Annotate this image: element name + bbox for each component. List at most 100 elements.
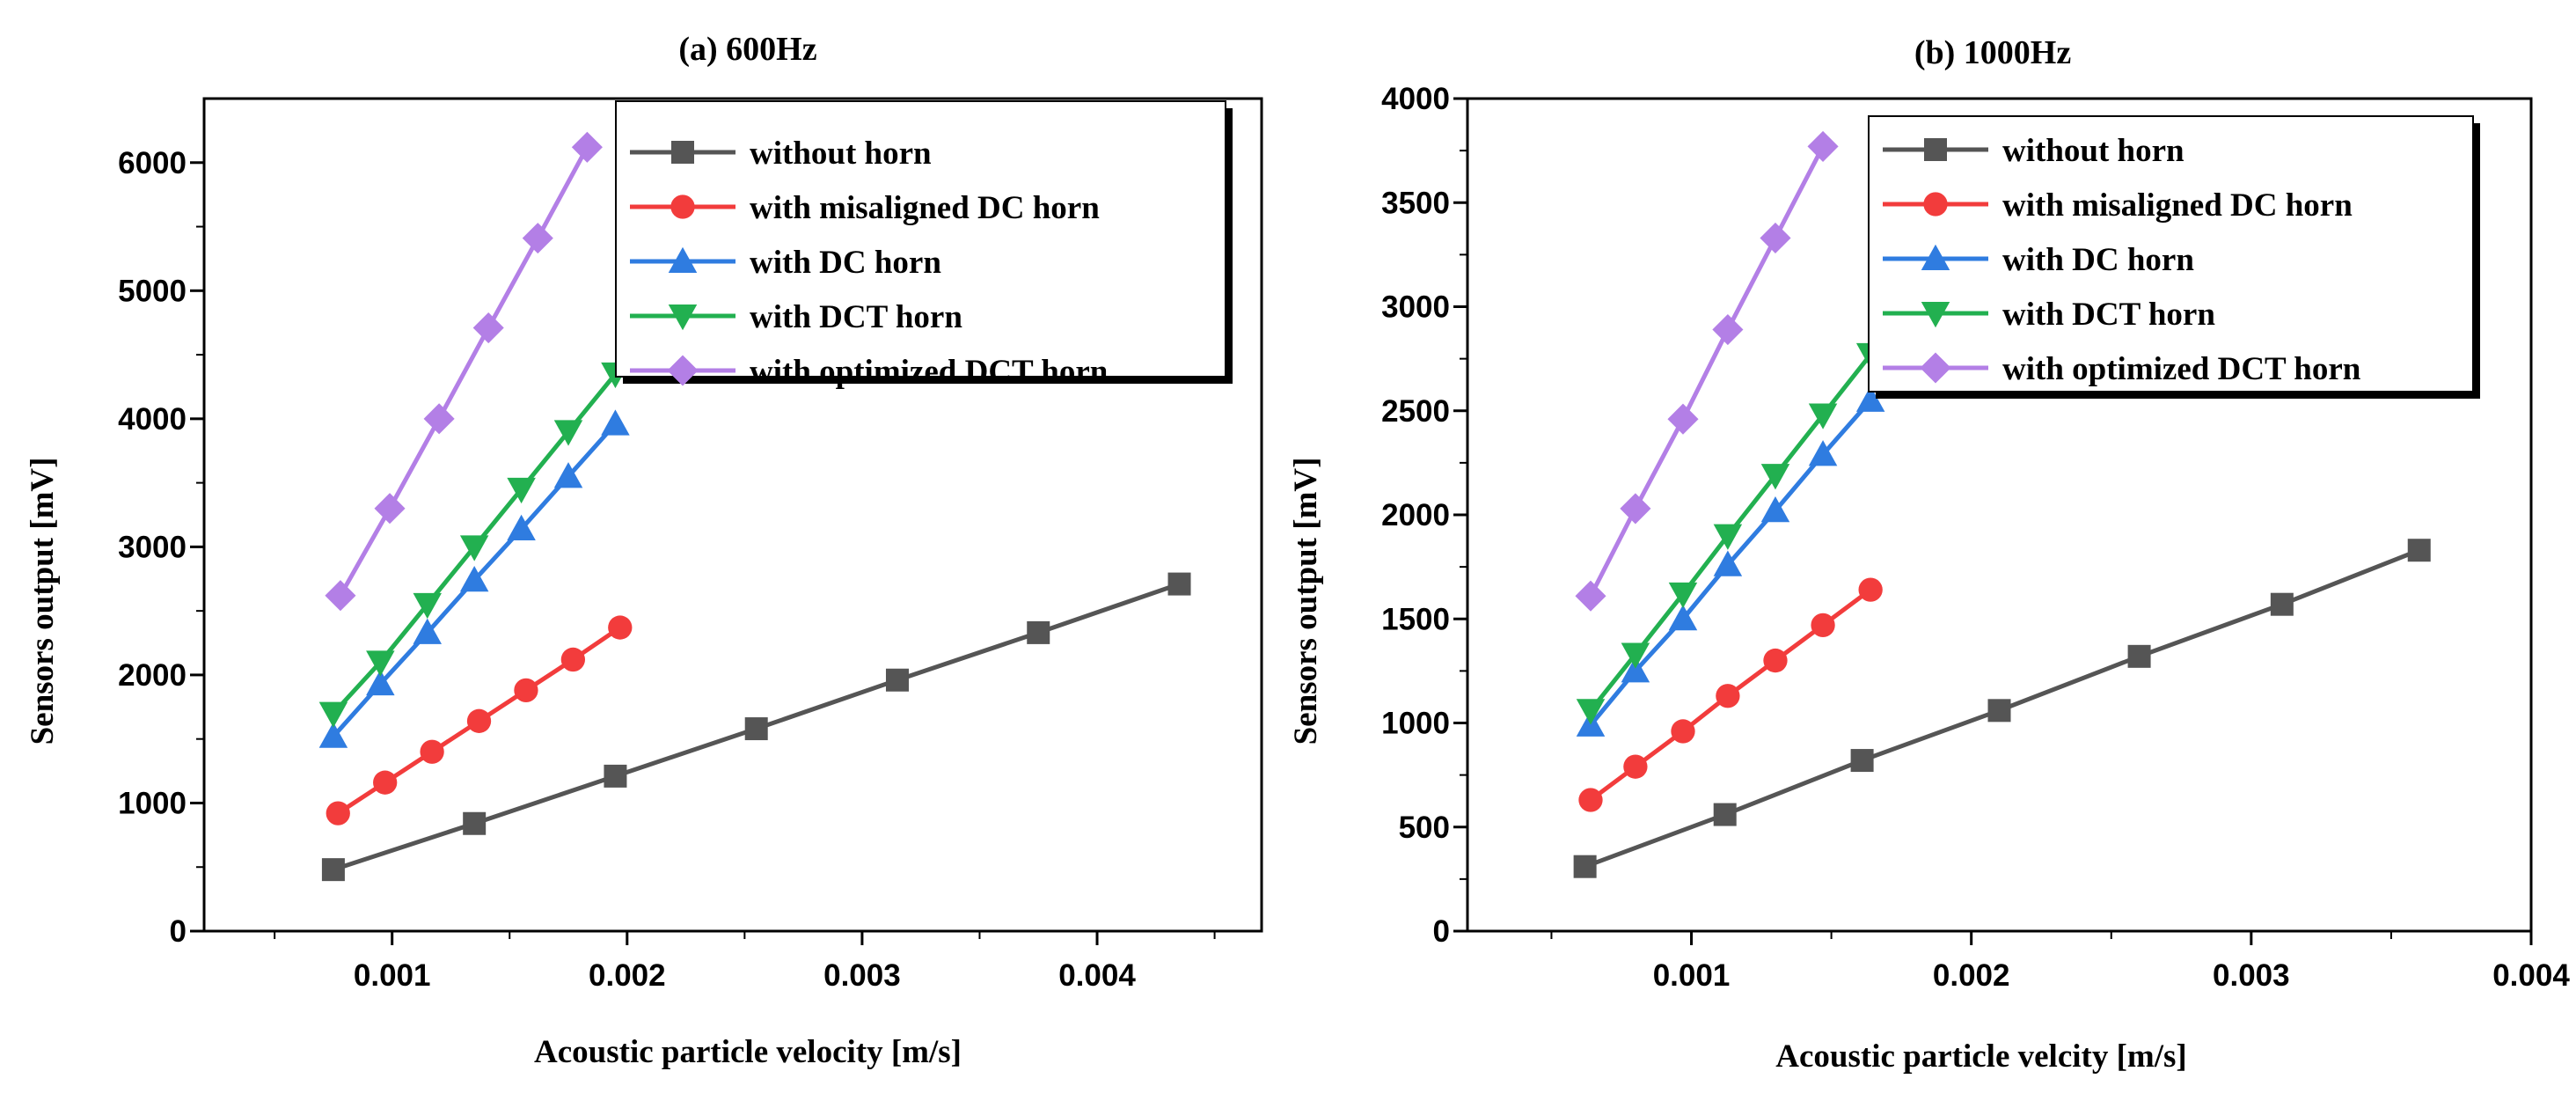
y-tick-label: 2000: [118, 658, 187, 693]
legend-label: without horn: [2002, 133, 2184, 169]
y-tick-label: 3500: [1381, 186, 1450, 220]
data-point: [1668, 605, 1698, 631]
data-point: [553, 462, 583, 488]
x-axis-label: Acoustic particle velocity [m/s]: [534, 1034, 962, 1070]
y-tick-label: 1000: [118, 786, 187, 820]
y-tick-label: 3000: [1381, 290, 1450, 325]
legend: without horn with misaligned DC horn with …: [1868, 115, 2480, 399]
axis-ticks: 0.001 0.002 0.003 0.004 0 1000 2000 3000 4000 500…: [118, 146, 1216, 993]
axis-ticks: 0.001 0.002 0.003 0.004 0 500 1000 1500 2000 2500…: [1381, 82, 2570, 993]
data-point: [1712, 313, 1744, 346]
x-tick-label: 0.004: [1058, 958, 1136, 993]
data-point: [326, 801, 350, 825]
data-point: [571, 131, 603, 163]
data-point: [1573, 855, 1597, 878]
legend: without horn with misaligned DC horn with …: [615, 100, 1233, 390]
chart-title: (b) 1000Hz: [1914, 34, 2072, 71]
data-point: [560, 647, 586, 672]
plot-area: [1573, 130, 2431, 878]
legend-label: with DCT horn: [2002, 297, 2215, 333]
y-tick-label: 3000: [118, 530, 187, 564]
data-point: [601, 409, 630, 436]
y-tick-label: 5000: [118, 274, 187, 308]
data-point: [1621, 642, 1650, 669]
data-point: [459, 535, 489, 561]
data-point: [1667, 403, 1699, 435]
y-tick-label: 2500: [1381, 394, 1450, 429]
data-point: [507, 514, 536, 541]
legend-label: with misaligned DC horn: [2002, 187, 2353, 224]
legend-label: with DC horn: [750, 245, 941, 281]
data-point: [1987, 699, 2011, 723]
x-tick-label: 0.004: [2492, 958, 2570, 993]
data-point: [321, 858, 345, 882]
legend-marker: [671, 141, 694, 164]
legend-marker: [1923, 192, 1948, 216]
data-point: [744, 717, 768, 741]
axes-frame: [202, 97, 1263, 933]
data-point: [413, 592, 443, 620]
data-point: [1623, 754, 1648, 779]
y-tick-label: 500: [1399, 811, 1450, 845]
data-point: [423, 403, 455, 435]
chart-panel-b: (b) 1000Hz Acoustic particle velcity [m/…: [1288, 34, 2570, 1075]
y-tick-label: 0: [1433, 914, 1450, 949]
y-tick-label: 1000: [1381, 707, 1450, 741]
legend-box: [1868, 115, 2474, 393]
data-point: [1850, 749, 1874, 773]
data-point: [373, 770, 398, 795]
data-point: [2127, 644, 2151, 668]
data-point: [366, 650, 395, 677]
data-point: [507, 477, 536, 504]
data-point: [1668, 582, 1698, 609]
data-point: [1808, 440, 1838, 466]
data-point: [318, 701, 348, 728]
data-point: [1760, 222, 1791, 254]
y-tick-label: 0: [170, 914, 187, 949]
data-point: [1713, 803, 1737, 826]
data-point: [1713, 550, 1743, 576]
x-tick-label: 0.002: [589, 958, 666, 993]
data-point: [318, 722, 348, 748]
data-point: [553, 420, 583, 446]
data-point: [514, 678, 538, 703]
legend-label: with DCT horn: [750, 299, 962, 335]
data-point: [1167, 572, 1191, 596]
data-point: [1760, 496, 1790, 523]
x-axis-label: Acoustic particle velcity [m/s]: [1775, 1038, 2187, 1075]
data-point: [463, 811, 487, 835]
legend-marker: [670, 194, 695, 219]
data-point: [1807, 130, 1839, 162]
x-tick-label: 0.003: [2213, 958, 2290, 993]
data-point: [325, 580, 356, 612]
data-point: [1811, 613, 1835, 637]
data-point: [1855, 385, 1885, 412]
y-tick-label: 4000: [118, 402, 187, 437]
data-point: [1760, 464, 1790, 490]
y-tick-label: 2000: [1381, 498, 1450, 532]
data-point: [459, 565, 489, 592]
data-point: [1575, 580, 1606, 612]
legend-marker: [668, 246, 698, 273]
legend-marker: [1921, 302, 1950, 328]
series-line: [1588, 145, 1826, 598]
data-point: [1763, 648, 1788, 673]
data-point: [2270, 592, 2294, 616]
data-point: [1713, 524, 1743, 550]
data-point: [472, 312, 504, 344]
plot-area: [318, 131, 1191, 882]
y-tick-label: 4000: [1381, 82, 1450, 116]
legend-label: without horn: [750, 136, 932, 172]
data-point: [1576, 699, 1606, 725]
data-point: [1620, 493, 1651, 525]
legend-marker: [1924, 138, 1947, 161]
x-tick-label: 0.003: [823, 958, 901, 993]
y-axis-label: Sensors output [mV]: [1288, 458, 1324, 745]
x-tick-label: 0.001: [1653, 958, 1731, 993]
data-point: [366, 669, 395, 696]
data-point: [604, 764, 627, 788]
legend-label: with optimized DCT horn: [2002, 351, 2361, 387]
y-tick-label: 6000: [118, 146, 187, 180]
data-point: [1027, 620, 1050, 644]
